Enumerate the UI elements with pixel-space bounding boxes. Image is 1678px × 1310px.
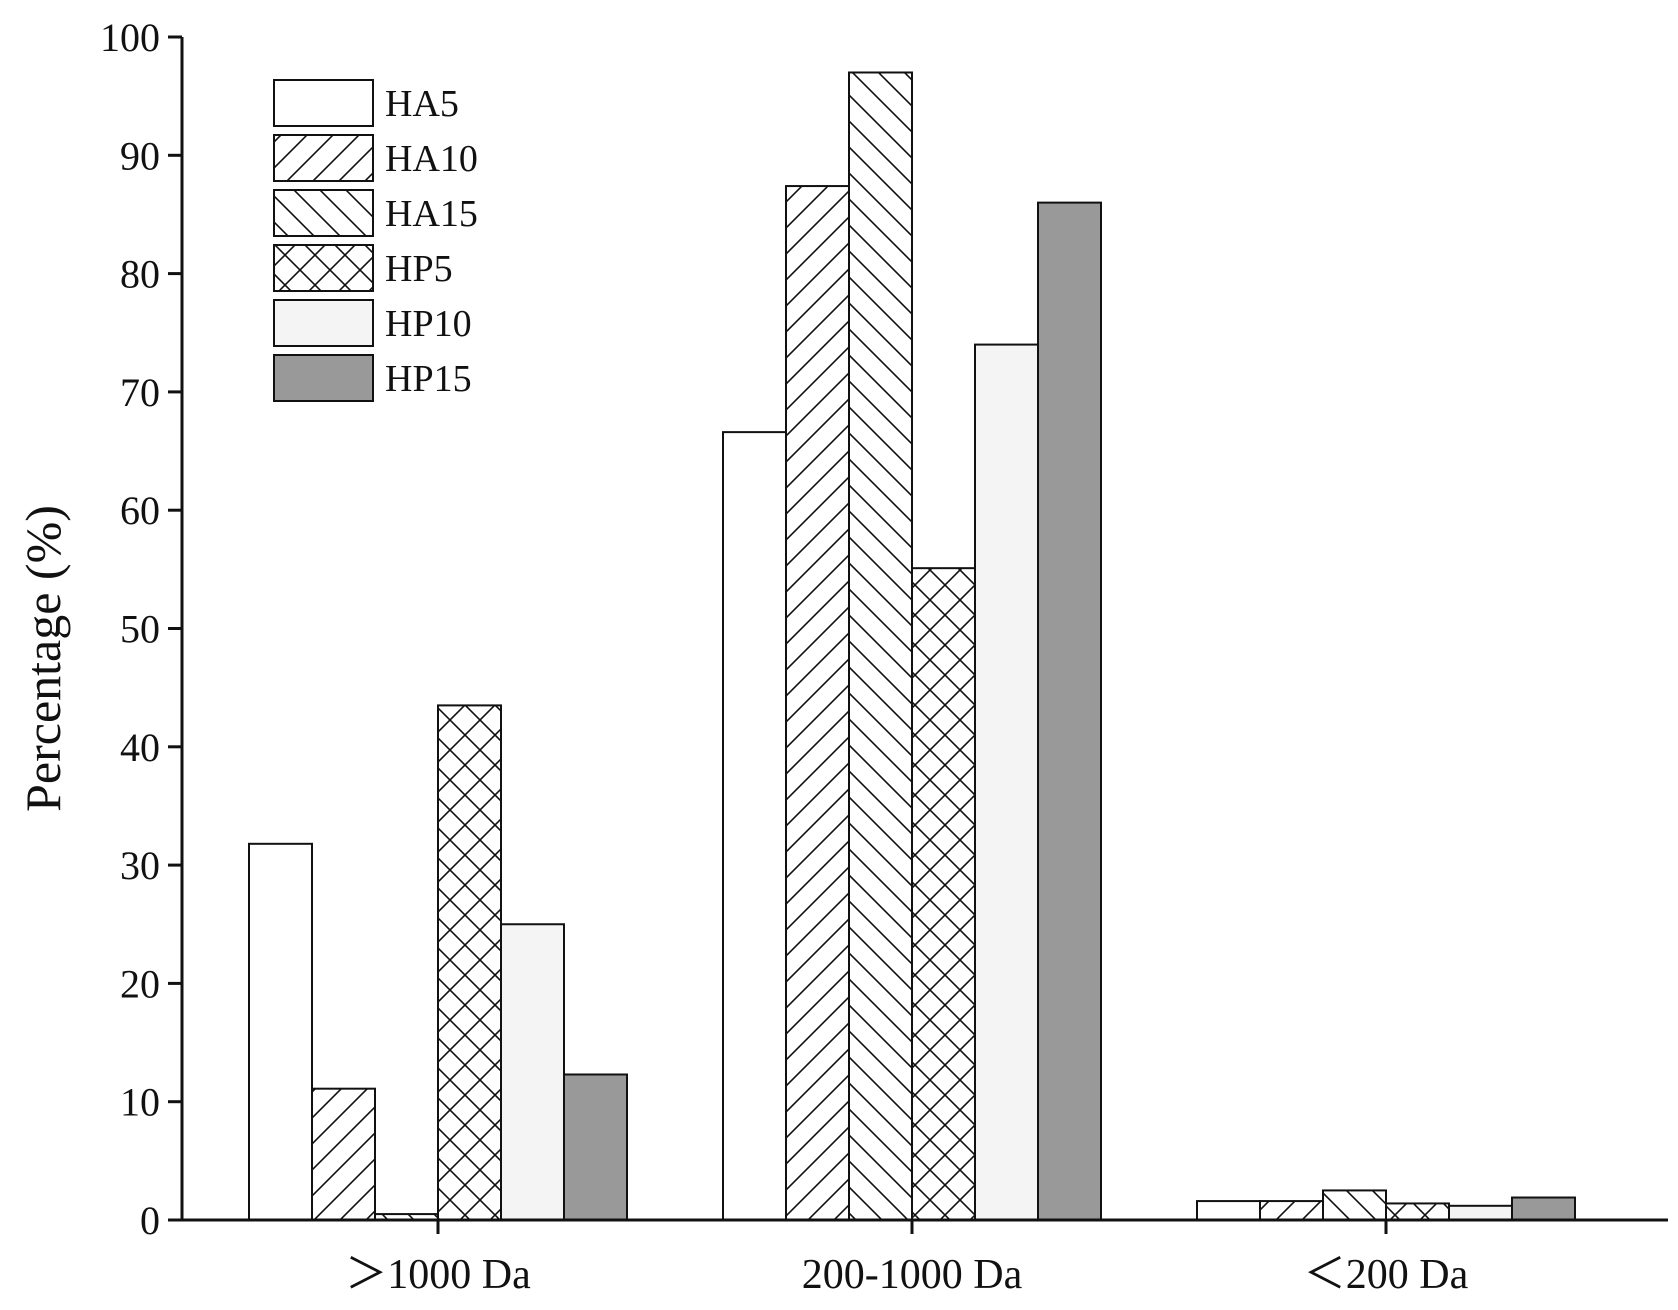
- x-category-label: ＞1000 Da: [345, 1252, 531, 1298]
- bar-hp15-3: [1511, 1196, 1576, 1221]
- bar-hp15-2: [1037, 201, 1102, 1221]
- bar-ha15-2: [848, 71, 913, 1222]
- y-tick-label: 30: [120, 843, 160, 888]
- bar-hp5-3: [1385, 1202, 1450, 1221]
- bars-layer: [248, 71, 1576, 1222]
- bar-ha5-2: [722, 431, 787, 1221]
- legend-swatch-hp5: [273, 244, 374, 292]
- bar-hp10-3: [1448, 1204, 1513, 1221]
- bar-hp5-2: [911, 567, 976, 1221]
- legend: HA5 HA10 HA15 HP5 HP10 HP15: [273, 79, 478, 402]
- bar-ha15-3: [1322, 1189, 1387, 1222]
- legend-label-hp10: HP10: [385, 303, 472, 345]
- y-tick-label: 60: [120, 488, 160, 533]
- legend-label-hp15: HP15: [385, 358, 472, 400]
- y-tick-label: 20: [120, 961, 160, 1006]
- legend-label-ha15: HA15: [385, 193, 478, 235]
- y-tick-label: 70: [120, 370, 160, 415]
- bar-hp10-2: [974, 343, 1039, 1221]
- y-axis-title: Percentage (%): [15, 505, 71, 812]
- y-tick-label: 90: [120, 133, 160, 178]
- y-tick-label: 0: [140, 1198, 160, 1243]
- legend-swatch-ha5: [273, 79, 374, 127]
- x-category-label: 200-1000 Da: [802, 1252, 1023, 1298]
- bar-ha10-2: [785, 185, 850, 1222]
- legend-label-ha10: HA10: [385, 138, 478, 180]
- x-ticks: ＞1000 Da 200-1000 Da ＜200 Da: [345, 1220, 1469, 1298]
- y-tick-label: 40: [120, 725, 160, 770]
- bar-hp5-1: [437, 704, 502, 1221]
- bar-hp15-1: [563, 1073, 628, 1221]
- y-tick-label: 100: [100, 15, 160, 60]
- y-ticks: 0 10 20 30 40 50 60 70 80 90 100: [100, 15, 182, 1243]
- legend-swatch-ha10: [273, 134, 374, 182]
- bar-ha10-1: [311, 1087, 376, 1222]
- y-tick-label: 10: [120, 1080, 160, 1125]
- legend-swatch-ha15: [273, 189, 374, 237]
- legend-swatch-hp15: [273, 354, 374, 402]
- bar-ha10-3: [1259, 1200, 1324, 1222]
- bar-hp10-1: [500, 923, 565, 1221]
- legend-label-hp5: HP5: [385, 248, 453, 290]
- y-tick-label: 80: [120, 252, 160, 297]
- x-category-label: ＜200 Da: [1304, 1252, 1469, 1298]
- bar-ha5-1: [248, 842, 313, 1222]
- y-tick-label: 50: [120, 607, 160, 652]
- legend-swatch-hp10: [273, 299, 374, 347]
- legend-label-ha5: HA5: [385, 83, 459, 125]
- bar-ha5-3: [1196, 1200, 1261, 1222]
